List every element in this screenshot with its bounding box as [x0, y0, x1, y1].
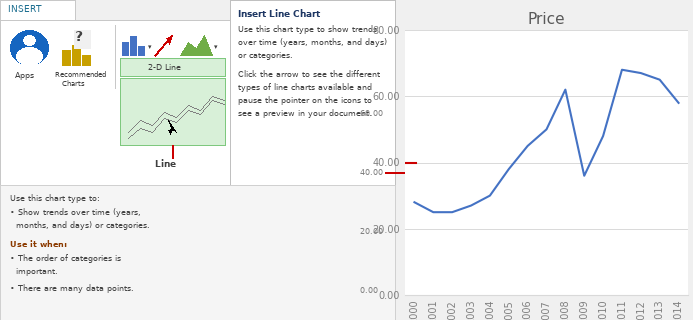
Title: Price: Price [527, 12, 565, 28]
